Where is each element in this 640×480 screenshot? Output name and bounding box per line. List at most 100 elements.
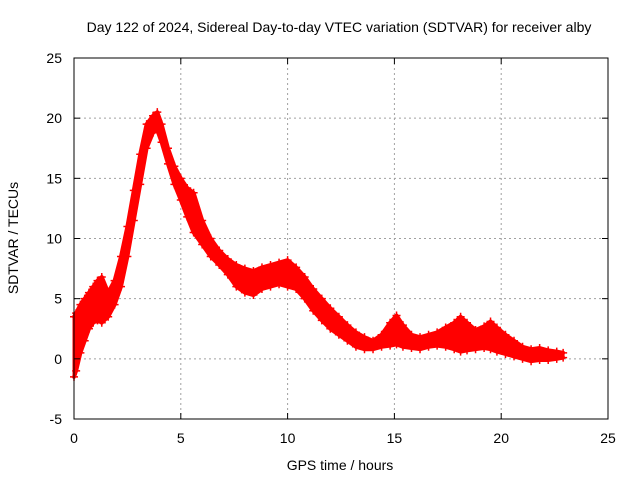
data-point bbox=[129, 216, 138, 225]
data-point bbox=[149, 111, 158, 120]
data-point bbox=[471, 325, 480, 334]
x-tick-label: 5 bbox=[177, 430, 185, 446]
data-point bbox=[309, 306, 318, 315]
data-point bbox=[377, 330, 386, 339]
data-point bbox=[80, 294, 89, 303]
data-point bbox=[535, 344, 544, 353]
data-point bbox=[300, 294, 309, 303]
data-point bbox=[300, 273, 309, 282]
data-point bbox=[97, 318, 106, 327]
data-point bbox=[72, 366, 81, 375]
data-point bbox=[433, 328, 442, 337]
data-point bbox=[480, 344, 489, 353]
data-point bbox=[163, 159, 172, 168]
series-line-0 bbox=[72, 110, 566, 355]
data-point bbox=[518, 354, 527, 363]
data-point bbox=[176, 174, 185, 183]
data-point bbox=[433, 341, 442, 350]
data-point bbox=[544, 356, 553, 365]
data-point bbox=[232, 282, 241, 291]
y-tick-label: -5 bbox=[50, 411, 63, 427]
data-point bbox=[149, 128, 158, 137]
data-point bbox=[351, 342, 360, 351]
data-point bbox=[257, 263, 266, 272]
data-point bbox=[450, 318, 459, 327]
data-point bbox=[275, 258, 284, 267]
data-point bbox=[206, 252, 215, 261]
x-tick-label: 15 bbox=[387, 430, 403, 446]
x-axis-label: GPS time / hours bbox=[287, 457, 394, 473]
data-point bbox=[93, 276, 102, 285]
data-point bbox=[84, 324, 93, 333]
data-point bbox=[501, 330, 510, 339]
data-point bbox=[136, 180, 145, 189]
data-point bbox=[424, 342, 433, 351]
data-point bbox=[351, 328, 360, 337]
x-tick-label: 20 bbox=[493, 430, 509, 446]
data-point bbox=[183, 183, 192, 192]
data-point bbox=[84, 288, 93, 297]
data-point bbox=[559, 353, 568, 362]
data-point bbox=[170, 180, 179, 189]
data-point bbox=[386, 318, 395, 327]
data-point bbox=[456, 312, 465, 321]
data-point bbox=[215, 260, 224, 269]
data-point bbox=[463, 346, 472, 355]
data-point bbox=[386, 341, 395, 350]
data-point bbox=[104, 288, 113, 297]
data-point bbox=[486, 345, 495, 354]
data-point bbox=[317, 316, 326, 325]
data-point bbox=[110, 276, 119, 285]
data-point bbox=[326, 324, 335, 333]
data-point bbox=[283, 282, 292, 291]
data-point bbox=[183, 212, 192, 221]
data-point bbox=[377, 342, 386, 351]
data-point bbox=[123, 222, 132, 231]
data-point bbox=[552, 354, 561, 363]
data-point bbox=[198, 240, 207, 249]
data-point bbox=[240, 288, 249, 297]
data-point bbox=[398, 321, 407, 330]
data-point bbox=[206, 234, 215, 243]
data-point bbox=[343, 336, 352, 345]
data-point bbox=[266, 282, 275, 291]
data-point bbox=[292, 263, 301, 272]
data-point bbox=[142, 120, 151, 129]
data-point bbox=[334, 330, 343, 339]
data-point bbox=[93, 316, 102, 325]
data-point bbox=[471, 345, 480, 354]
data-point bbox=[360, 345, 369, 354]
x-tick-label: 25 bbox=[600, 430, 616, 446]
data-point bbox=[369, 336, 378, 345]
data-point bbox=[283, 256, 292, 265]
data-point bbox=[89, 282, 98, 291]
data-point bbox=[136, 150, 145, 159]
data-point bbox=[215, 246, 224, 255]
data-point bbox=[510, 336, 519, 345]
data-point bbox=[441, 323, 450, 332]
data-point bbox=[518, 342, 527, 351]
data-point bbox=[189, 188, 198, 197]
data-point bbox=[72, 309, 81, 318]
data-point bbox=[416, 345, 425, 354]
data-point bbox=[249, 266, 258, 275]
data-point bbox=[104, 312, 113, 321]
data-point bbox=[369, 345, 378, 354]
data-point bbox=[456, 347, 465, 356]
y-tick-label: 15 bbox=[46, 170, 62, 186]
data-point bbox=[552, 347, 561, 356]
data-point bbox=[142, 144, 151, 153]
data-point bbox=[424, 330, 433, 339]
x-tick-label: 10 bbox=[280, 430, 296, 446]
data-point bbox=[407, 330, 416, 339]
x-tick-label: 0 bbox=[70, 430, 78, 446]
data-point bbox=[110, 300, 119, 309]
y-tick-label: 0 bbox=[54, 351, 62, 367]
data-point bbox=[176, 195, 185, 204]
data-point bbox=[544, 346, 553, 355]
data-point bbox=[157, 138, 166, 147]
data-point bbox=[198, 216, 207, 225]
data-point bbox=[189, 228, 198, 237]
data-point bbox=[486, 317, 495, 326]
data-point bbox=[123, 252, 132, 261]
